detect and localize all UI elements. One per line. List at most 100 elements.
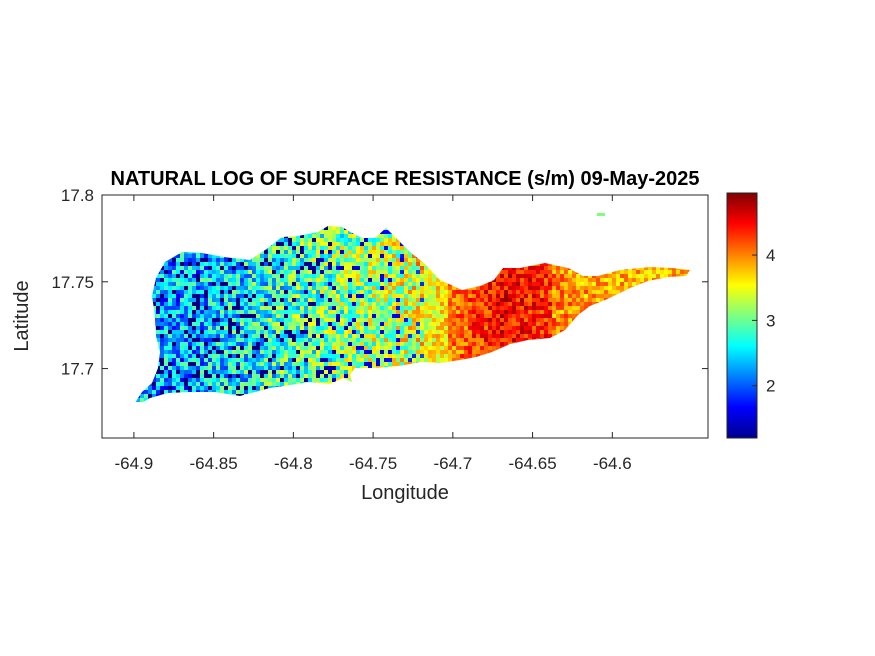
map-cell bbox=[340, 346, 344, 350]
map-cell bbox=[220, 330, 224, 334]
map-cell bbox=[396, 362, 400, 366]
map-cell bbox=[212, 354, 216, 358]
map-cell bbox=[196, 278, 200, 282]
map-cell bbox=[356, 246, 360, 250]
map-cell bbox=[420, 334, 424, 338]
map-cell bbox=[372, 278, 376, 282]
map-cell bbox=[288, 318, 292, 322]
map-cell bbox=[224, 346, 228, 350]
map-cell bbox=[516, 326, 520, 330]
map-cell bbox=[160, 378, 164, 382]
map-cell bbox=[236, 262, 240, 266]
map-cell bbox=[160, 274, 164, 278]
map-cell bbox=[372, 294, 376, 298]
map-cell bbox=[156, 306, 160, 310]
map-cell bbox=[372, 354, 376, 358]
map-cell bbox=[336, 334, 340, 338]
map-cell bbox=[188, 254, 192, 258]
map-cell bbox=[444, 326, 448, 330]
map-cell bbox=[204, 390, 208, 394]
map-cell bbox=[556, 290, 560, 294]
map-cell bbox=[412, 306, 416, 310]
map-cell bbox=[380, 290, 384, 294]
map-cell bbox=[216, 314, 220, 318]
map-cell bbox=[224, 334, 228, 338]
map-cell bbox=[552, 314, 556, 318]
map-cell bbox=[412, 342, 416, 346]
map-cell bbox=[144, 390, 148, 394]
map-cell bbox=[372, 314, 376, 318]
map-cell bbox=[316, 306, 320, 310]
map-cell bbox=[480, 350, 484, 354]
map-cell bbox=[388, 334, 392, 338]
map-cell bbox=[156, 366, 160, 370]
map-cell bbox=[416, 322, 420, 326]
map-cell bbox=[412, 326, 416, 330]
map-cell bbox=[396, 334, 400, 338]
map-cell bbox=[372, 258, 376, 262]
map-cell bbox=[264, 354, 268, 358]
map-cell bbox=[240, 318, 244, 322]
map-cell bbox=[296, 278, 300, 282]
map-cell bbox=[252, 386, 256, 390]
map-cell bbox=[420, 286, 424, 290]
map-cell bbox=[440, 342, 444, 346]
map-cell bbox=[240, 322, 244, 326]
map-cell bbox=[420, 314, 424, 318]
map-cell bbox=[568, 310, 572, 314]
map-cell bbox=[256, 370, 260, 374]
map-cell bbox=[292, 342, 296, 346]
map-cell bbox=[292, 378, 296, 382]
map-cell bbox=[364, 294, 368, 298]
map-cell bbox=[436, 358, 440, 362]
map-cell bbox=[208, 346, 212, 350]
map-cell bbox=[348, 306, 352, 310]
map-cell bbox=[228, 274, 232, 278]
map-cell bbox=[288, 354, 292, 358]
map-cell bbox=[400, 350, 404, 354]
map-cell bbox=[340, 238, 344, 242]
map-cell bbox=[196, 370, 200, 374]
map-cell bbox=[216, 298, 220, 302]
map-cell bbox=[332, 294, 336, 298]
map-cell bbox=[412, 310, 416, 314]
map-cell bbox=[392, 354, 396, 358]
map-cell bbox=[496, 286, 500, 290]
map-cell bbox=[248, 266, 252, 270]
map-cell bbox=[396, 354, 400, 358]
map-cell bbox=[372, 282, 376, 286]
map-cell bbox=[180, 370, 184, 374]
map-cell bbox=[260, 286, 264, 290]
map-cell bbox=[460, 350, 464, 354]
map-cell bbox=[288, 314, 292, 318]
map-cell bbox=[364, 322, 368, 326]
map-cell bbox=[388, 246, 392, 250]
map-cell bbox=[412, 334, 416, 338]
map-cell bbox=[280, 382, 284, 386]
map-cell bbox=[408, 362, 412, 366]
map-cell bbox=[176, 378, 180, 382]
map-cell bbox=[456, 310, 460, 314]
map-cell bbox=[168, 310, 172, 314]
map-cell bbox=[228, 322, 232, 326]
map-cell bbox=[236, 374, 240, 378]
map-cell bbox=[516, 278, 520, 282]
map-cell bbox=[460, 298, 464, 302]
map-cell bbox=[348, 230, 352, 234]
map-cell bbox=[308, 370, 312, 374]
map-cell bbox=[180, 362, 184, 366]
map-cell bbox=[456, 342, 460, 346]
map-cell bbox=[500, 326, 504, 330]
map-cell bbox=[276, 334, 280, 338]
map-cell bbox=[444, 294, 448, 298]
map-cell bbox=[260, 290, 264, 294]
map-cell bbox=[280, 306, 284, 310]
map-cell bbox=[464, 334, 468, 338]
map-cell bbox=[264, 254, 268, 258]
map-cell bbox=[460, 318, 464, 322]
map-cell bbox=[484, 286, 488, 290]
map-cell bbox=[536, 286, 540, 290]
map-cell bbox=[408, 258, 412, 262]
map-cell bbox=[256, 270, 260, 274]
map-cell bbox=[212, 386, 216, 390]
